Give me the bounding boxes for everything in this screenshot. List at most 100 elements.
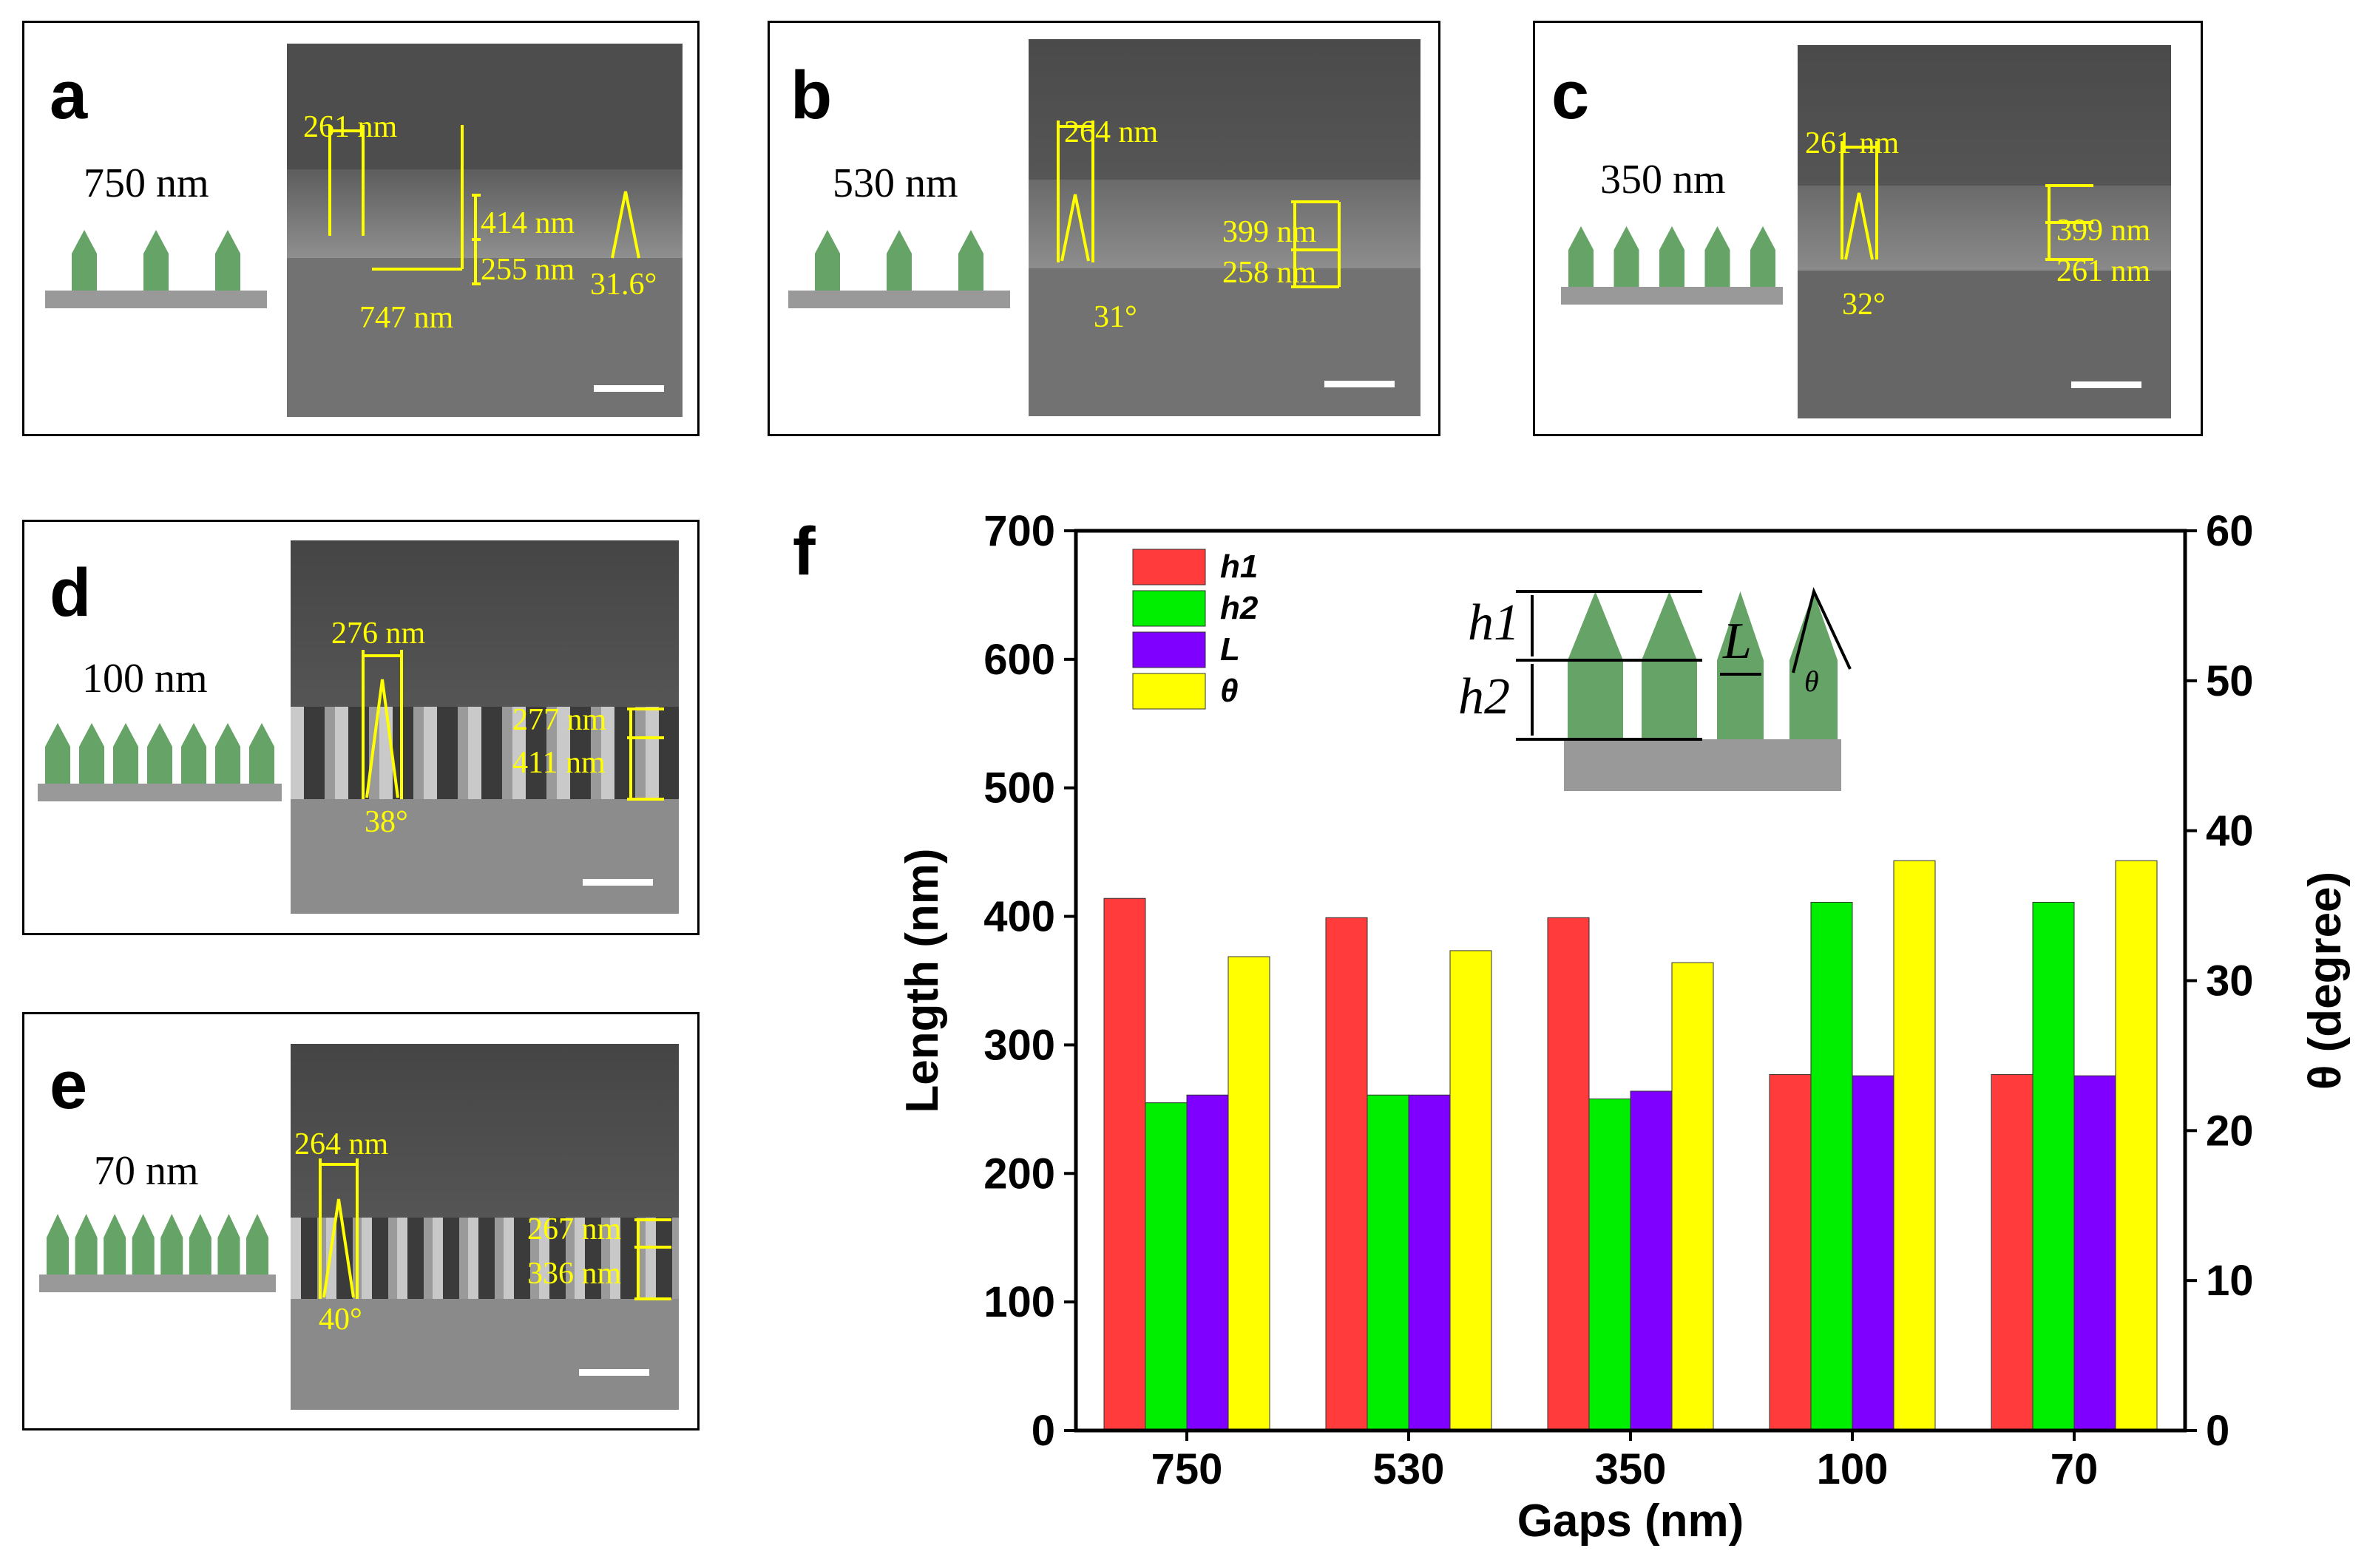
legend-label: h2 [1220,590,1259,626]
pillar [104,1214,126,1275]
inset-angle [1792,587,1852,673]
bar-θ [2115,860,2158,1431]
sem-image: 261 nm 414 nm 255 nm 747 nm 31.6° [287,44,683,417]
bar-h1 [1769,1073,1812,1431]
pillar [147,723,172,784]
h2-annotation: 411 nm [512,746,606,780]
h2-annotation: 261 nm [2056,254,2151,288]
angle-annotation: 40° [319,1303,362,1337]
bar-h2 [1367,1094,1409,1431]
bar-L [1630,1090,1673,1431]
width-annotation: 261 nm [303,110,398,144]
scale-bar [2071,381,2141,388]
pillar [958,230,983,291]
bar-θ [1893,860,1936,1431]
panel-c: c 350 nm 261 nm 399 nm 261 nm 32° [1533,21,2203,436]
sem-image: 261 nm 399 nm 261 nm 32° [1798,45,2171,418]
panel-label: d [50,555,92,631]
inset-label-theta: θ [1804,665,1819,698]
gap-label: 750 nm [84,160,209,206]
bar-L [1408,1094,1451,1431]
angle-annotation: 31° [1094,300,1137,334]
sem-image: 264 nm 399 nm 258 nm 31° [1029,39,1420,416]
angle-annotation: 38° [365,805,408,839]
pillar [160,1214,183,1275]
pillar-schematic [1561,211,1783,308]
schematic-svg [38,723,282,801]
pillar [215,230,240,291]
inset-label-h2: h2 [1458,668,1510,725]
substrate [45,291,267,308]
pillar [1659,226,1684,287]
bar-θ [1227,956,1270,1431]
scale-bar [594,385,664,392]
bar-L [1852,1075,1894,1431]
pillar [1704,226,1730,287]
schematic-svg [1561,226,1783,305]
pillar [143,230,169,291]
pillar [189,1214,211,1275]
schematic-svg [45,230,267,308]
h1-annotation: 399 nm [2056,214,2151,248]
x-tick-label: 750 [1151,1445,1223,1493]
y2-tick-label: 30 [2206,957,2254,1005]
inset-schematic: h1 h2 Lθ [1458,587,1852,791]
y-tick-label: 600 [983,636,1055,684]
h1-annotation: 399 nm [1222,215,1317,249]
panel-label-f: f [793,514,816,589]
y2-tick-label: 10 [2206,1257,2254,1305]
pillar [47,1214,69,1275]
inset-pillar [1568,591,1623,739]
substrate [788,291,1010,308]
gap-annotation: 747 nm [359,301,454,335]
pillar [113,723,138,784]
legend-label: L [1220,631,1240,668]
schematic-svg [788,230,1010,308]
pillar-schematic [39,1199,276,1295]
y2-tick-label: 40 [2206,807,2254,855]
panel-b: b 530 nm 264 nm 399 nm 258 nm 31° [768,21,1440,436]
annotation-lines [319,1158,671,1300]
bar-h1 [1991,1073,2034,1431]
inset-pillar [1789,591,1838,739]
schematic-svg [39,1214,276,1292]
pillar [815,230,840,291]
bar-h2 [1588,1098,1631,1431]
y2-axis-label: θ (degree) [2300,872,2351,1090]
substrate [1561,287,1783,305]
pillar [246,1214,268,1275]
panel-d: d 100 nm 276 nm 277 nm 411 nm 38° [22,520,700,935]
pillar [45,723,70,784]
pillar [1750,226,1775,287]
pillar [217,1214,240,1275]
substrate [38,784,282,801]
legend-swatch [1132,673,1206,710]
y2-tick-label: 50 [2206,657,2254,705]
panel-label: a [50,58,88,133]
gap-label: 70 nm [94,1148,199,1194]
scale-bar [583,879,653,886]
h1-annotation: 277 nm [512,703,607,737]
bar-h2 [2032,901,2075,1431]
gap-label: 100 nm [82,656,208,702]
pillar [215,723,240,784]
pillar-schematic [38,708,282,804]
pillar [887,230,912,291]
y-tick-label: 400 [983,893,1055,941]
sem-image: 276 nm 277 nm 411 nm 38° [291,540,679,914]
angle-annotation: 31.6° [590,268,657,302]
panel-label: e [50,1048,88,1123]
pillar [132,1214,155,1275]
annotation-lines [362,650,664,801]
pillar-schematic [45,215,267,311]
gap-label: 350 nm [1600,157,1726,203]
x-tick-label: 350 [1595,1445,1667,1493]
bar-h1 [1103,897,1146,1431]
annotation-lines [1057,121,1341,288]
h2-annotation: 336 nm [527,1257,622,1291]
inset-substrate [1564,739,1841,791]
inset-pillar [1717,591,1764,739]
y-tick-label: 0 [1032,1407,1055,1455]
h2-annotation: 255 nm [481,253,575,287]
legend-swatch [1132,549,1206,586]
